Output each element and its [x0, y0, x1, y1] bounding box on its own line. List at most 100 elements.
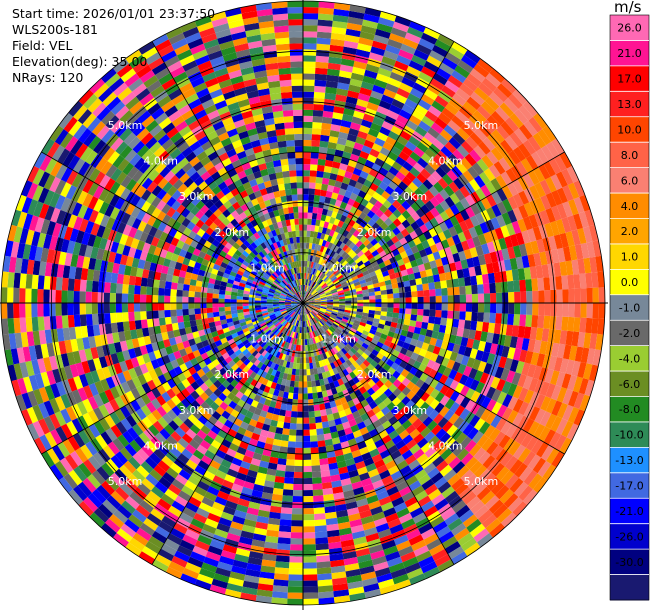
velocity-gate: [313, 495, 324, 502]
velocity-gate: [406, 297, 412, 303]
velocity-gate: [316, 422, 323, 429]
velocity-gate: [38, 275, 45, 289]
velocity-gate: [286, 404, 292, 411]
velocity-gate: [188, 303, 194, 309]
velocity-gate: [293, 393, 298, 399]
velocity-gate: [320, 135, 330, 142]
velocity-gate: [292, 508, 303, 514]
velocity-gate: [288, 587, 303, 593]
velocity-gate: [317, 32, 332, 39]
velocity-gate: [313, 489, 323, 496]
velocity-gate: [195, 314, 202, 320]
velocity-gate: [303, 387, 308, 393]
velocity-gate: [172, 323, 179, 331]
velocity-gate: [369, 295, 375, 299]
velocity-gate: [80, 314, 87, 326]
velocity-gate: [315, 183, 322, 190]
velocity-gate: [141, 319, 148, 328]
velocity-gate: [294, 134, 303, 140]
velocity-gate: [303, 599, 319, 605]
velocity-gate: [171, 316, 178, 324]
velocity-gate: [110, 293, 116, 303]
velocity-gate: [194, 297, 200, 303]
velocity-gate: [295, 369, 299, 375]
velocity-gate: [318, 14, 333, 21]
velocity-gate: [303, 237, 307, 243]
velocity-gate: [170, 303, 176, 310]
velocity-gate: [140, 303, 146, 312]
velocity-gate: [295, 225, 299, 231]
velocity-gate: [283, 489, 293, 496]
velocity-gate: [323, 488, 334, 495]
velocity-gate: [92, 281, 99, 292]
velocity-gate: [412, 297, 418, 303]
velocity-gate: [237, 296, 243, 300]
velocity-gate: [307, 381, 312, 387]
velocity-gate: [74, 279, 81, 291]
velocity-gate: [278, 184, 285, 191]
velocity-gate: [297, 194, 303, 200]
velocity-gate: [288, 593, 304, 600]
velocity-gate: [314, 92, 325, 99]
velocity-gate: [317, 567, 332, 574]
velocity-gate: [237, 300, 243, 304]
velocity-gate: [282, 104, 293, 111]
velocity-gate: [295, 442, 303, 448]
velocity-gate: [303, 574, 318, 580]
velocity-gate: [288, 13, 303, 19]
velocity-gate: [31, 289, 37, 303]
velocity-gate: [285, 410, 292, 417]
velocity-gate: [483, 283, 490, 293]
velocity-gate: [182, 303, 188, 309]
velocity-gate: [311, 453, 320, 460]
velocity-gate: [303, 31, 317, 37]
velocity-gate: [410, 285, 417, 292]
velocity-gate: [44, 276, 51, 290]
velocity-gate: [297, 357, 301, 363]
velocity-gate: [283, 110, 293, 117]
velocity-gate: [312, 128, 321, 135]
velocity-gate: [470, 276, 477, 286]
velocity-gate: [212, 303, 218, 308]
velocity-gate: [292, 98, 303, 104]
velocity-gate: [303, 508, 314, 514]
velocity-gate: [313, 116, 323, 123]
velocity-gate: [189, 285, 196, 292]
velocity-gate: [381, 294, 387, 299]
velocity-gate: [579, 273, 586, 288]
velocity-gate: [312, 122, 322, 129]
velocity-gate: [183, 315, 190, 322]
velocity-gate: [303, 568, 317, 574]
velocity-gate: [1, 287, 7, 303]
velocity-gate: [303, 74, 315, 80]
velocity-gate: [308, 194, 314, 201]
velocity-gate: [423, 290, 430, 297]
velocity-gate: [61, 303, 67, 316]
velocity-gate: [313, 104, 324, 111]
velocity-gate: [427, 275, 434, 283]
velocity-gate: [585, 273, 592, 288]
velocity-gate: [56, 277, 63, 290]
velocity-gate: [171, 282, 178, 290]
velocity-gate: [290, 61, 303, 67]
velocity-gate: [276, 129, 286, 136]
velocity-gate: [292, 502, 303, 508]
velocity-gate: [303, 43, 317, 49]
velocity-gate: [49, 303, 55, 316]
velocity-gate: [280, 519, 292, 526]
velocity-gate: [289, 43, 303, 49]
velocity-gate: [293, 110, 303, 116]
velocity-gate: [418, 297, 424, 303]
velocity-gate: [298, 206, 303, 212]
velocity-gate: [289, 568, 303, 574]
velocity-gate: [303, 7, 319, 14]
velocity-gate: [177, 316, 184, 323]
velocity-gate: [286, 140, 295, 147]
velocity-gate: [310, 435, 318, 442]
velocity-gate: [314, 80, 326, 87]
velocity-gate: [494, 272, 501, 283]
velocity-gate: [195, 286, 202, 292]
velocity-gate: [315, 62, 328, 69]
velocity-gate: [92, 292, 98, 303]
